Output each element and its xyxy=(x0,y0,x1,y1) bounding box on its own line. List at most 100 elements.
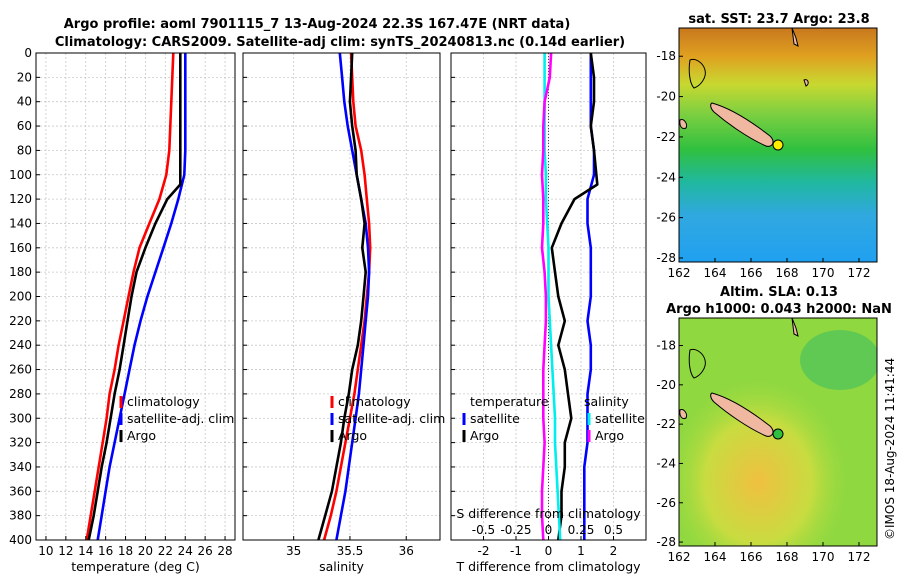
map-y-tick-label: -28 xyxy=(656,251,676,265)
legend-temperature-header: temperature xyxy=(470,394,549,409)
x-tick-label: 20 xyxy=(138,544,153,558)
map-y-tick-label: -20 xyxy=(656,90,676,104)
sla-new-caledonia xyxy=(710,392,774,437)
legend-t-satellite: satellite xyxy=(470,411,520,426)
legend-satellite-adj-2: satellite-adj. clim xyxy=(338,411,445,426)
legend-satellite-adj: satellite-adj. clim xyxy=(127,411,234,426)
credit-text: ©IMOS 18-Aug-2024 11:41:44 xyxy=(883,358,897,540)
series-line-argo xyxy=(87,53,182,541)
map-y-tick-label: -24 xyxy=(656,456,676,470)
x-tick-label: 24 xyxy=(178,544,193,558)
legend-t-argo: Argo xyxy=(470,428,499,443)
x-tick-label: 0 xyxy=(545,544,553,558)
sla-map-title: Altim. SLA: 0.13 xyxy=(720,285,838,300)
x-tick-label: 16 xyxy=(98,544,113,558)
y-tick-label: 340 xyxy=(9,460,32,474)
map-x-tick-label: 172 xyxy=(848,550,871,564)
map-x-tick-label: 172 xyxy=(848,266,871,280)
y-tick-label: 80 xyxy=(17,143,32,157)
map-y-tick-label: -22 xyxy=(656,417,676,431)
sla-axes: 162 164 166 168 170 172 -18 -20 -22 -24 -26 -28 xyxy=(656,339,870,564)
y-tick-label: 220 xyxy=(9,314,32,328)
x-tick-label: -1 xyxy=(510,544,522,558)
map-x-tick-label: 170 xyxy=(812,266,835,280)
salinity-panel: 35 35.5 36 salinity xyxy=(242,52,441,574)
x-tick-label: 14 xyxy=(78,544,93,558)
sst-island-east xyxy=(803,79,809,87)
sla-frame xyxy=(678,317,878,547)
x-tick-label: 35 xyxy=(286,544,301,558)
sst-frame xyxy=(678,27,878,263)
legend-argo-2: Argo xyxy=(338,428,367,443)
map-x-tick-label: 164 xyxy=(704,266,727,280)
x-tick-label: 36 xyxy=(399,544,414,558)
map-x-tick-label: 166 xyxy=(740,266,763,280)
x2-tick-label: 0.5 xyxy=(604,523,623,537)
title-line-2: Climatology: CARS2009. Satellite-adj cli… xyxy=(55,35,625,50)
sla-island-west xyxy=(679,409,687,419)
y-tick-label: 380 xyxy=(9,509,32,523)
sst-argo-marker xyxy=(772,139,784,151)
x-tick-label: 2 xyxy=(610,544,618,558)
x-tick-label: 35.5 xyxy=(337,544,364,558)
map-x-tick-label: 164 xyxy=(704,550,727,564)
sst-island-west xyxy=(679,119,687,129)
map-y-tick-label: -24 xyxy=(656,170,676,184)
sla-reef-outline xyxy=(688,349,706,379)
map-y-tick-label: -18 xyxy=(656,339,676,353)
map-y-tick-label: -18 xyxy=(656,49,676,63)
map-x-tick-label: 166 xyxy=(740,550,763,564)
y-tick-label: 320 xyxy=(9,436,32,450)
y-tick-label: 400 xyxy=(9,533,32,547)
x-tick-label: 1 xyxy=(577,544,585,558)
series-line-satellite-adj-clim xyxy=(96,53,187,541)
y-tick-label: 140 xyxy=(9,216,32,230)
legend-salinity-header: salinity xyxy=(584,394,629,409)
series-line-salinity-argo xyxy=(540,52,553,541)
difference-panel: -2 -1 0 1 2T difference from climatology S di… xyxy=(450,52,647,574)
x-axis-label: temperature (deg C) xyxy=(71,559,200,574)
map-x-tick-label: 162 xyxy=(668,266,691,280)
y-tick-label: 100 xyxy=(9,168,32,182)
sst-axes: 162 164 166 168 170 172 -18 -20 -22 -24 -26 -28 xyxy=(656,49,870,280)
sst-map xyxy=(678,27,878,263)
series-line-satellite-adj-clim xyxy=(335,52,371,541)
x2-axis-label: S difference from climatology xyxy=(456,506,641,521)
legend-argo: Argo xyxy=(127,428,156,443)
x-axis-label: salinity xyxy=(319,559,364,574)
x2-tick-label: 0 xyxy=(545,523,553,537)
y-tick-label: 40 xyxy=(17,95,32,109)
x-tick-label: 26 xyxy=(198,544,213,558)
temperature-panel: 0 20 40 60 80 100 120 140 160 180 200 220 240 260 280 3… xyxy=(9,46,236,574)
map-y-tick-label: -20 xyxy=(656,378,676,392)
y-tick-label: 160 xyxy=(9,241,32,255)
x2-tick-label: -0.5 xyxy=(472,523,495,537)
legend-s-argo: Argo xyxy=(595,428,624,443)
x-tick-label: 18 xyxy=(118,544,133,558)
sla-vanuatu xyxy=(791,318,799,337)
x-tick-label: 22 xyxy=(158,544,173,558)
map-y-tick-label: -22 xyxy=(656,130,676,144)
x2-tick-label: -0.25 xyxy=(500,523,531,537)
y-tick-label: 120 xyxy=(9,192,32,206)
sla-coastlines xyxy=(679,318,877,440)
y-tick-label: 60 xyxy=(17,119,32,133)
sla-cool-anomaly xyxy=(800,330,877,390)
y-tick-label: 300 xyxy=(9,411,32,425)
sla-argo-marker xyxy=(772,428,784,440)
x-tick-label: -2 xyxy=(478,544,490,558)
series-line-climatology xyxy=(85,52,175,541)
y-tick-label: 180 xyxy=(9,265,32,279)
y-tick-label: 280 xyxy=(9,387,32,401)
sst-vanuatu xyxy=(791,28,799,47)
y-tick-label: 360 xyxy=(9,484,32,498)
map-x-tick-label: 170 xyxy=(812,550,835,564)
y-tick-label: 200 xyxy=(9,290,32,304)
map-y-tick-label: -26 xyxy=(656,211,676,225)
series-line-argo xyxy=(317,52,368,541)
sst-reef-outline xyxy=(688,59,706,89)
title-line-1: Argo profile: aoml 7901115_7 13-Aug-2024… xyxy=(64,17,571,32)
salinity-legend: climatology satellite-adj. clim Argo xyxy=(330,394,445,443)
x-axis-label: T difference from climatology xyxy=(455,559,641,574)
